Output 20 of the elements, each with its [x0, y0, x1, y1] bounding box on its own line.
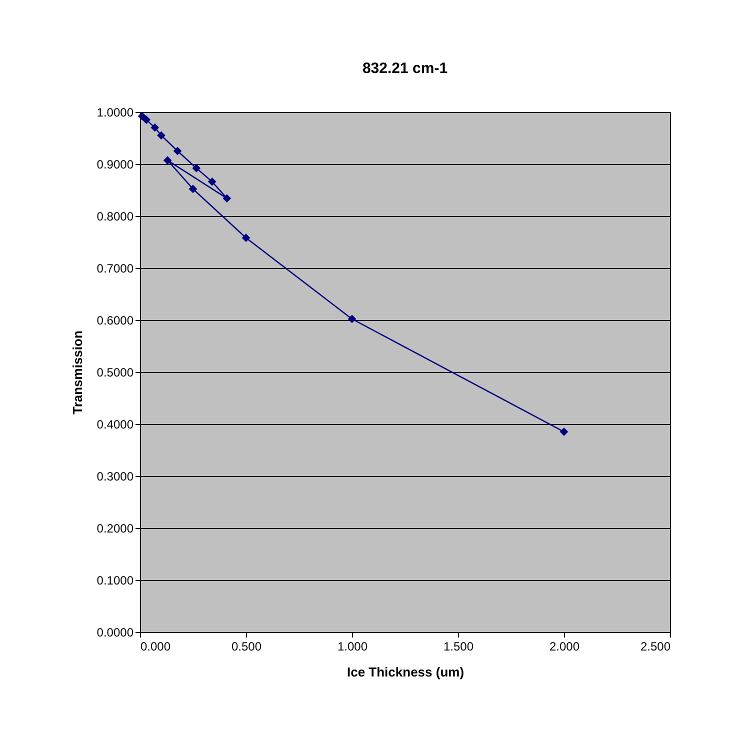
y-tick-label: 1.0000 [96, 106, 134, 120]
y-tick-label: 0.1000 [96, 574, 134, 588]
y-tick-label: 0.0000 [96, 626, 134, 640]
x-tick-label: 2.500 [640, 640, 671, 654]
y-tick-label: 0.2000 [96, 522, 134, 536]
y-tick-label: 0.6000 [96, 314, 134, 328]
x-tick-label: 2.000 [549, 640, 580, 654]
y-tick-label: 0.9000 [96, 158, 134, 172]
y-tick-label: 0.3000 [96, 470, 134, 484]
x-tick-label: 0.500 [231, 640, 262, 654]
chart-title: 832.21 cm-1 [362, 60, 448, 77]
y-tick-label: 0.8000 [96, 210, 134, 224]
x-tick-label: 1.500 [443, 640, 474, 654]
y-axis-title: Transmission [70, 330, 85, 414]
x-axis-title: Ice Thickness (um) [346, 664, 464, 680]
y-tick-label: 0.4000 [96, 418, 134, 432]
y-tick-label: 0.7000 [96, 262, 134, 276]
x-tick-label: 0.000 [140, 640, 171, 654]
y-tick-label: 0.5000 [96, 366, 134, 380]
x-tick-label: 1.000 [337, 640, 368, 654]
